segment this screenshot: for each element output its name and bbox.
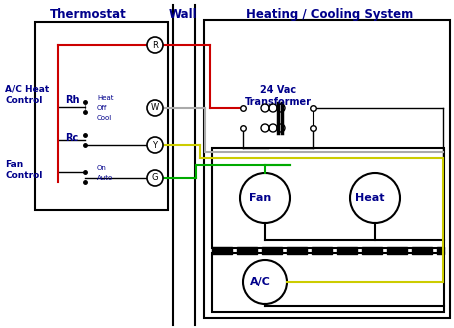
- Text: Heat: Heat: [355, 193, 385, 203]
- Text: Wall: Wall: [169, 8, 197, 21]
- Circle shape: [147, 170, 163, 186]
- Text: A/C: A/C: [250, 277, 271, 287]
- Text: G: G: [152, 174, 158, 182]
- Bar: [212, 253, 444, 312]
- Text: Rh: Rh: [65, 95, 79, 105]
- Text: Fan: Fan: [249, 193, 271, 203]
- Text: Y: Y: [153, 140, 158, 150]
- Bar: [35, 22, 168, 210]
- Text: Rc: Rc: [65, 133, 79, 143]
- Text: A/C Heat
Control: A/C Heat Control: [5, 85, 49, 105]
- Text: Thermostat: Thermostat: [49, 8, 126, 21]
- Circle shape: [147, 37, 163, 53]
- Text: Auto: Auto: [97, 175, 113, 181]
- Text: 24 Vac
Transformer: 24 Vac Transformer: [245, 85, 311, 107]
- Text: Heating / Cooling System: Heating / Cooling System: [247, 8, 414, 21]
- Text: Off: Off: [97, 105, 108, 111]
- Text: R: R: [152, 40, 158, 50]
- Text: Fan
Control: Fan Control: [5, 160, 42, 180]
- Bar: [204, 20, 450, 318]
- Text: On: On: [97, 165, 107, 171]
- Bar: [212, 148, 444, 248]
- Circle shape: [147, 100, 163, 116]
- Circle shape: [147, 137, 163, 153]
- Text: Cool: Cool: [97, 115, 112, 121]
- Text: W: W: [151, 104, 159, 113]
- Text: Heat: Heat: [97, 95, 114, 101]
